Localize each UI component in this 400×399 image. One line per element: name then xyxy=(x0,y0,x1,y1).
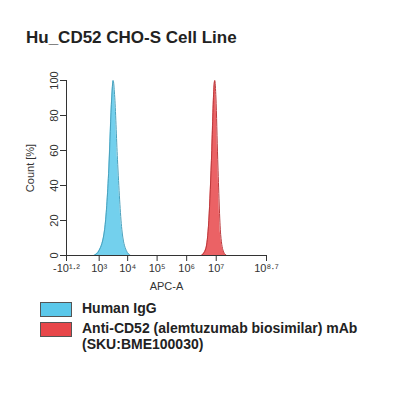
svg-text:Count [%]: Count [%] xyxy=(24,144,36,192)
svg-text:10³: 10³ xyxy=(91,262,107,274)
svg-text:100: 100 xyxy=(48,71,60,89)
svg-text:10⁷: 10⁷ xyxy=(208,262,224,274)
svg-text:-10¹·²: -10¹·² xyxy=(53,262,80,274)
svg-text:10⁶: 10⁶ xyxy=(178,262,195,274)
svg-text:10⁵: 10⁵ xyxy=(149,262,166,274)
html-text:Human IgG: Human IgG xyxy=(82,300,157,316)
svg-text:20: 20 xyxy=(48,214,60,226)
svg-text:10⁴: 10⁴ xyxy=(119,262,136,274)
svg-text:60: 60 xyxy=(48,144,60,156)
svg-text:APC-A: APC-A xyxy=(150,280,184,292)
html-text:Anti-CD52 (alemtuzumab biosimi: Anti-CD52 (alemtuzumab biosimilar) mAb (… xyxy=(82,320,358,352)
html-text:Hu_CD52 CHO-S Cell Line: Hu_CD52 CHO-S Cell Line xyxy=(26,28,237,47)
svg-text:10⁸·⁷: 10⁸·⁷ xyxy=(254,262,279,274)
svg-text:0: 0 xyxy=(48,252,60,258)
svg-text:40: 40 xyxy=(48,179,60,191)
svg-text:80: 80 xyxy=(48,109,60,121)
